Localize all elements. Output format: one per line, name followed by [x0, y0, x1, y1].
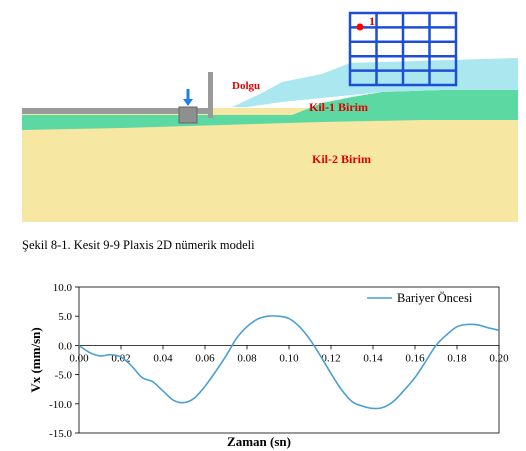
x-tick-label: 0.00 [69, 352, 89, 364]
velocity-chart: 10.05.00.0-5.0-10.0-15.0 0.00 0.02 0.04 0.0… [28, 282, 509, 449]
x-tick-label: 0.12 [321, 352, 340, 364]
building-frame [348, 11, 458, 87]
x-tick-label: 0.04 [153, 352, 173, 364]
y-axis: 10.0 5.0 0.0 -5.0 -10.0 -15.0 [49, 282, 79, 440]
y-axis-title: Vx (mm/sn) [28, 327, 43, 392]
x-tick-label: 0.18 [447, 352, 467, 364]
barrier-block [178, 106, 198, 124]
clay2-label: Kil-2 Birim [312, 152, 371, 166]
plaxis-model-figure: 1 Dolgu Kil-1 Birim Kil-2 Birim [22, 11, 518, 222]
x-tick-label: 0.10 [279, 352, 299, 364]
x-tick-label: 0.20 [489, 352, 509, 364]
x-tick-label: 0.16 [405, 352, 425, 364]
monitoring-point-marker [356, 23, 364, 31]
x-tick-label: 0.06 [195, 352, 215, 364]
point-label: 1 [369, 14, 375, 28]
legend-label: Bariyer Öncesi [397, 291, 473, 305]
y-tick-label: -10.0 [49, 399, 72, 411]
series-line-bariyer-oncesi [78, 315, 500, 410]
left-ground-strip [22, 108, 210, 114]
x-axis-title: Zaman (sn) [227, 434, 291, 449]
retaining-wall [208, 72, 213, 118]
y-tick-label: 0.0 [58, 340, 72, 352]
figure-caption: Şekil 8-1. Kesit 9-9 Plaxis 2D nümerik m… [22, 238, 255, 252]
x-tick-label: 0.08 [237, 352, 257, 364]
y-tick-label: 5.0 [58, 311, 72, 323]
y-tick-label: -5.0 [55, 370, 73, 382]
load-arrow-head-icon [183, 99, 193, 106]
clay1-label: Kil-1 Birim [309, 100, 368, 114]
plot-area [78, 286, 500, 434]
x-tick-label: 0.14 [363, 352, 383, 364]
fill-label: Dolgu [232, 80, 260, 92]
y-tick-label: -15.0 [49, 428, 72, 440]
clay1-layer [22, 90, 518, 130]
legend: Bariyer Öncesi [367, 291, 473, 305]
y-tick-label: 10.0 [53, 282, 73, 294]
